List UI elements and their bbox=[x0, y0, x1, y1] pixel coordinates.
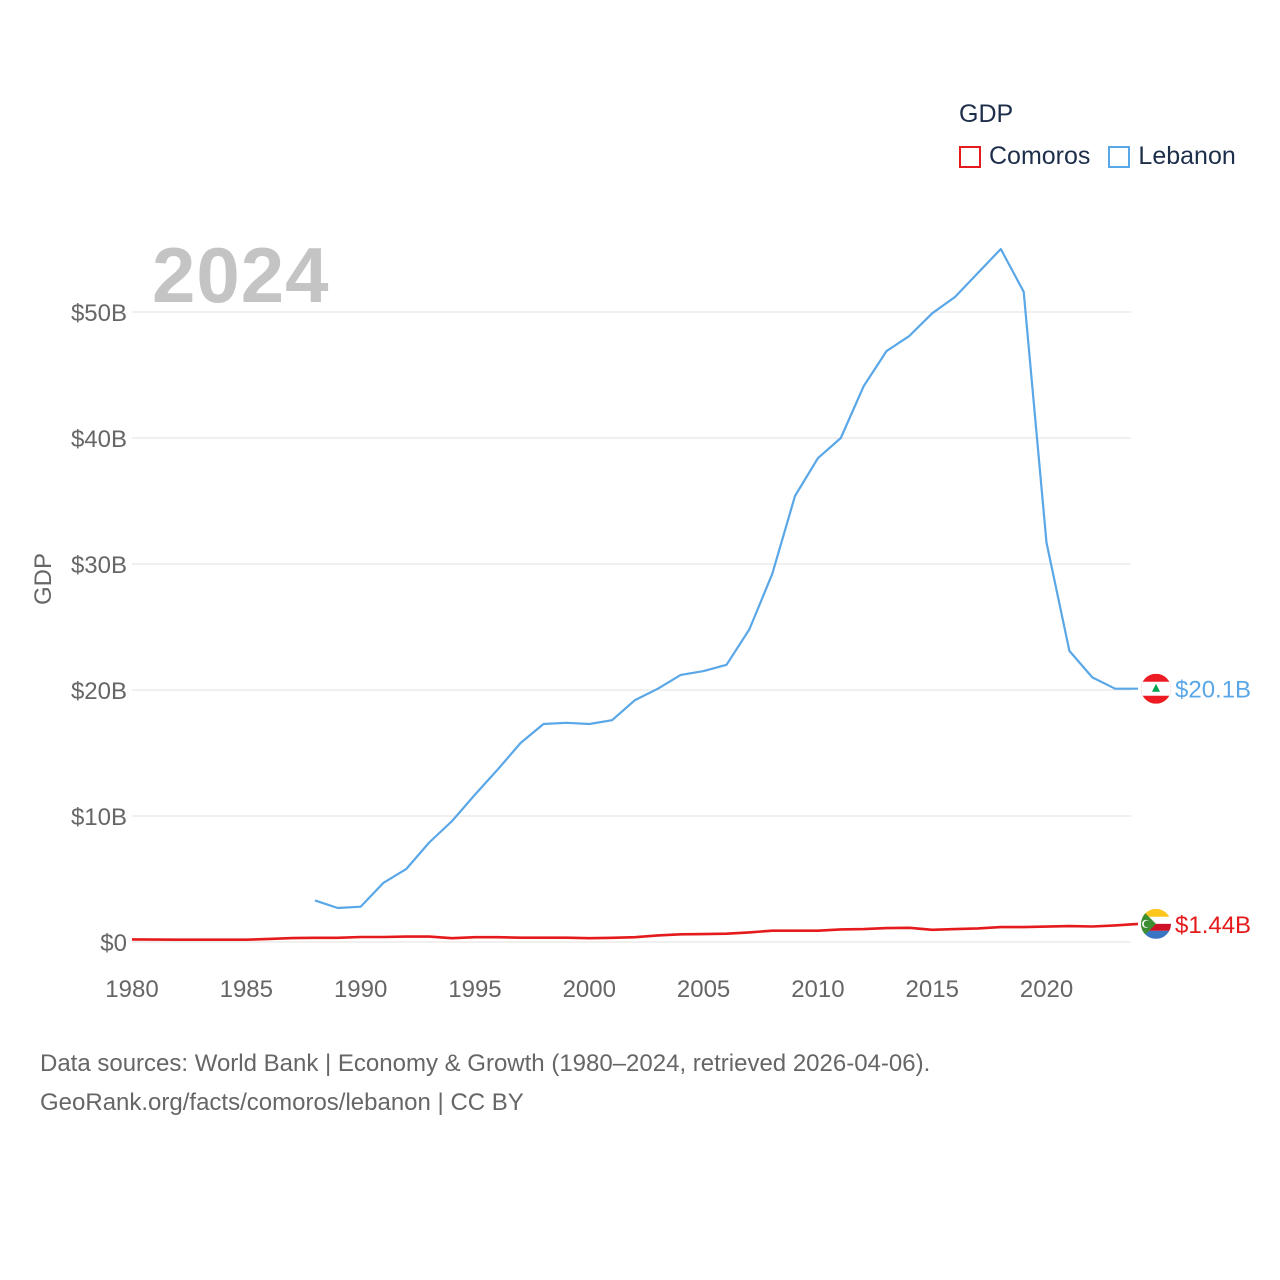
y-axis-label: GDP bbox=[30, 553, 57, 605]
legend-swatch-lebanon bbox=[1108, 145, 1131, 168]
footer-attribution[interactable]: GeoRank.org/facts/comoros/lebanon | CC B… bbox=[40, 1089, 524, 1116]
y-tick-label: $0 bbox=[100, 930, 127, 957]
series-line-comoros bbox=[131, 922, 1139, 942]
series-lines bbox=[131, 247, 1139, 942]
year-watermark: 2024 bbox=[152, 231, 330, 319]
x-tick-label: 2005 bbox=[677, 976, 730, 1003]
y-tick-label: $30B bbox=[71, 552, 127, 579]
legend: Comoros Lebanon bbox=[959, 142, 1254, 171]
end-value-label-comoros: $1.44B bbox=[1175, 912, 1251, 939]
legend-item-comoros[interactable]: Comoros bbox=[959, 142, 1090, 171]
x-tick-label: 2000 bbox=[563, 976, 616, 1003]
y-tick-label: $40B bbox=[71, 426, 127, 453]
x-tick-label: 2020 bbox=[1020, 976, 1073, 1003]
y-tick-label: $20B bbox=[71, 678, 127, 705]
series-end-markers: $20.1B $1.44B bbox=[1141, 673, 1251, 939]
y-axis-ticks: $0 $10B $20B $30B $40B $50B bbox=[71, 300, 127, 957]
y-tick-label: $50B bbox=[71, 300, 127, 327]
legend-item-lebanon[interactable]: Lebanon bbox=[1108, 142, 1236, 171]
legend-label-lebanon: Lebanon bbox=[1138, 142, 1236, 170]
legend-label-comoros: Comoros bbox=[989, 142, 1091, 170]
lebanon-flag-icon bbox=[1141, 673, 1171, 704]
gridlines bbox=[132, 311, 1131, 943]
x-tick-label: 2015 bbox=[906, 976, 959, 1003]
series-line-lebanon bbox=[314, 247, 1138, 910]
footer: Data sources: World Bank | Economy & Gro… bbox=[40, 1044, 930, 1122]
x-tick-label: 1980 bbox=[105, 976, 158, 1003]
x-tick-label: 1990 bbox=[334, 976, 387, 1003]
x-tick-label: 2010 bbox=[791, 976, 844, 1003]
x-axis-ticks: 1980 1985 1990 1995 2000 2005 2010 2015 2020 bbox=[105, 976, 1073, 1003]
x-tick-label: 1995 bbox=[448, 976, 501, 1003]
footer-sources: Data sources: World Bank | Economy & Gro… bbox=[40, 1050, 931, 1077]
legend-title: GDP bbox=[959, 100, 1014, 128]
legend-swatch-comoros bbox=[959, 145, 981, 168]
comoros-flag-icon bbox=[1141, 908, 1171, 939]
y-tick-label: $10B bbox=[71, 804, 127, 831]
end-value-label-lebanon: $20.1B bbox=[1175, 677, 1251, 704]
x-tick-label: 1985 bbox=[220, 976, 273, 1003]
